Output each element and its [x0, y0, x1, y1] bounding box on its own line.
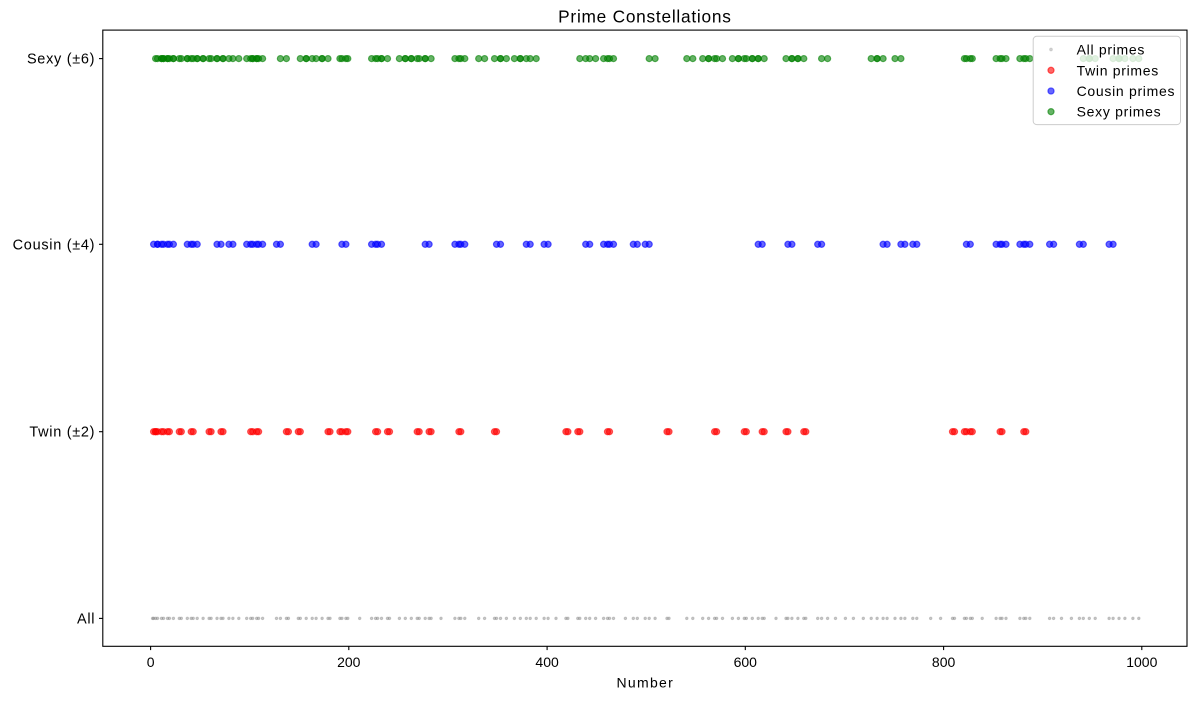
svg-text:600: 600	[734, 654, 758, 670]
svg-text:1000: 1000	[1126, 654, 1157, 670]
svg-text:Sexy primes: Sexy primes	[1077, 104, 1162, 120]
svg-text:Sexy (±6): Sexy (±6)	[27, 52, 95, 68]
svg-text:All primes: All primes	[1077, 42, 1145, 58]
svg-text:All: All	[77, 611, 95, 627]
svg-text:800: 800	[932, 654, 956, 670]
svg-text:Prime Constellations: Prime Constellations	[558, 6, 731, 26]
svg-text:200: 200	[337, 654, 361, 670]
svg-text:Cousin primes: Cousin primes	[1077, 83, 1176, 99]
svg-text:Number: Number	[617, 675, 675, 691]
svg-text:Twin primes: Twin primes	[1077, 62, 1159, 78]
svg-text:0: 0	[147, 654, 155, 670]
svg-text:Cousin (±4): Cousin (±4)	[13, 237, 96, 253]
svg-text:400: 400	[535, 654, 559, 670]
svg-text:Twin (±2): Twin (±2)	[29, 425, 95, 441]
